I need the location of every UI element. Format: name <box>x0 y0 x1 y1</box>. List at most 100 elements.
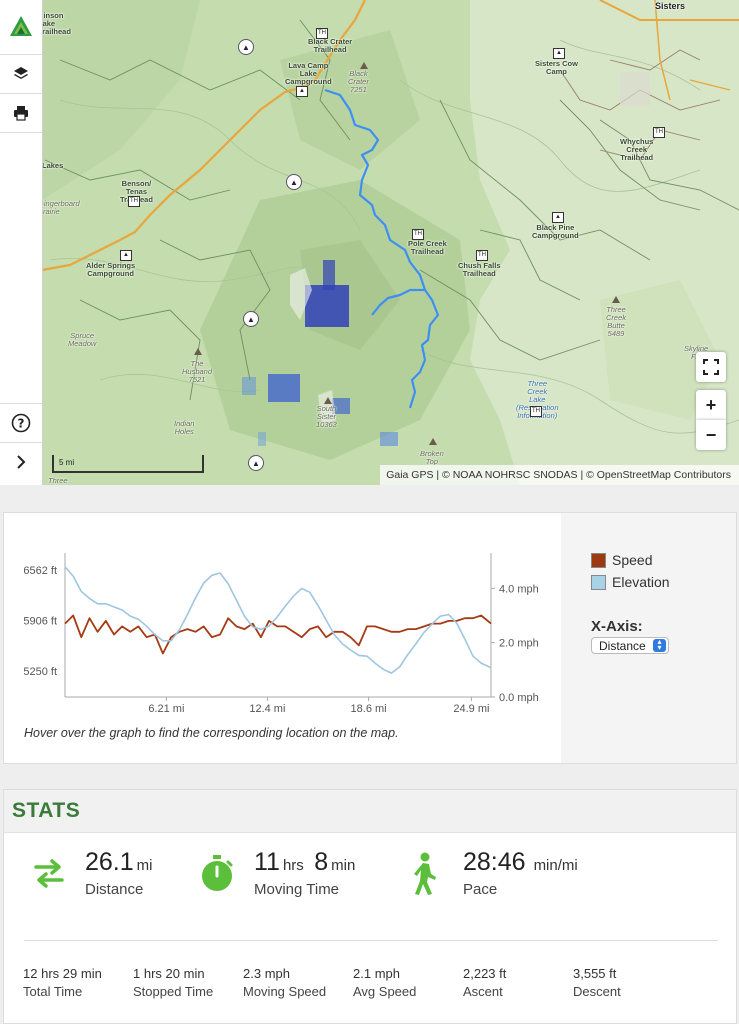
map-label-three-creek-butte: Three Creek Butte 5489 <box>606 305 627 338</box>
stat-value: 3,555 <box>573 966 606 981</box>
stat-value: 12 <box>23 966 38 981</box>
stat-unit-2: min <box>183 966 205 981</box>
stat-label: Distance <box>85 881 144 898</box>
stat-label: Avg Speed <box>353 984 417 999</box>
legend-elevation[interactable]: Elevation <box>591 574 670 590</box>
map-view[interactable]: Sisters Binson Lake Trailhead Black Crat… <box>0 0 739 485</box>
map-label-south-sister: South Sister 10363 <box>316 404 337 429</box>
campground-icon[interactable]: ▲ <box>296 86 308 97</box>
fullscreen-button[interactable] <box>696 352 726 382</box>
zoom-out-button[interactable]: − <box>696 420 726 450</box>
map-label-broken-top: Broken Top <box>420 449 444 466</box>
campground-icon[interactable]: ▲ <box>552 212 564 223</box>
minus-icon: − <box>705 424 717 445</box>
stat-avg-speed: 2.1 mph Avg Speed <box>353 966 416 999</box>
trailhead-icon[interactable]: TH <box>412 229 424 240</box>
campground-icon[interactable]: ▲ <box>553 48 565 59</box>
map-label-black-pine: Black Pine Campground <box>532 223 579 240</box>
fullscreen-icon <box>703 359 719 375</box>
print-icon <box>14 106 28 121</box>
stat-unit: ft <box>499 966 507 981</box>
map-label-lakes: Lakes <box>42 161 64 170</box>
elevation-speed-chart[interactable]: 6.21 mi 12.4 mi 18.6 mi 24.9 mi 6562 ft 5906 … <box>4 538 559 738</box>
stat-moving-time: 11 hrs 8 min Moving Time <box>254 848 355 898</box>
stat-pace: 28:46 min/mi Pace <box>463 848 578 898</box>
campground-icon[interactable]: ▲ <box>120 250 132 261</box>
stat-unit: min/mi <box>533 857 578 874</box>
map-terrain <box>0 0 739 485</box>
stat-descent: 3,555 ft Descent <box>573 966 621 999</box>
trailhead-icon[interactable]: TH <box>653 127 665 138</box>
legend-speed[interactable]: Speed <box>591 552 652 568</box>
stat-unit: ft <box>609 966 617 981</box>
trailhead-marker[interactable]: ▲ <box>286 174 302 190</box>
stat-unit: mi <box>136 857 153 874</box>
peak-icon <box>612 296 620 303</box>
x-axis-select[interactable]: Distance ▴ ▾ <box>591 637 669 654</box>
stat-value-2: 29 <box>62 966 78 981</box>
map-label-whychus-creek: Whychus Creek Trailhead <box>620 137 654 162</box>
x-tick-label: 18.6 mi <box>351 703 387 715</box>
x-tick-label: 12.4 mi <box>249 703 285 715</box>
stat-value: 26.1 <box>85 848 134 876</box>
gaia-logo-icon <box>10 16 32 36</box>
stat-unit: mph <box>264 966 290 981</box>
map-label-sisters-cow-camp: Sisters Cow Camp <box>535 59 578 76</box>
stat-unit: hrs <box>143 966 162 981</box>
peak-icon <box>324 397 332 404</box>
layers-button[interactable] <box>0 55 42 94</box>
map-toolbar: ? <box>0 0 43 485</box>
trailhead-icon[interactable]: TH <box>476 250 488 261</box>
peak-icon <box>194 348 202 355</box>
trailhead-icon[interactable]: TH <box>316 28 328 39</box>
trailhead-icon[interactable]: TH <box>530 406 542 417</box>
swap-arrows-icon <box>32 856 66 895</box>
stat-label: Pace <box>463 881 498 898</box>
legend-speed-label: Speed <box>612 552 653 568</box>
stat-moving-speed: 2.3 mph Moving Speed <box>243 966 326 999</box>
stat-value: 11 <box>254 848 280 876</box>
chart-hint: Hover over the graph to find the corresp… <box>24 726 399 740</box>
trailhead-icon[interactable]: TH <box>128 196 140 207</box>
stat-value-2: 8 <box>314 848 329 876</box>
map-label-sisters: Sisters <box>655 1 686 11</box>
print-button[interactable] <box>0 94 42 133</box>
stat-label: Moving Time <box>254 881 340 898</box>
peak-icon <box>429 438 437 445</box>
stopwatch-icon <box>199 854 235 897</box>
stat-unit: hrs <box>282 857 304 874</box>
expand-panel-button[interactable] <box>0 442 42 481</box>
y-left-tick-label: 5906 ft <box>23 615 57 627</box>
trailhead-marker[interactable]: ▲ <box>243 311 259 327</box>
map-label-black-crater: Black Crater 7251 <box>348 69 369 94</box>
map-label-three: Three <box>48 476 68 485</box>
plus-icon: + <box>705 394 717 415</box>
legend-elevation-swatch <box>591 574 606 590</box>
stat-value: 28:46 <box>463 848 526 876</box>
stat-unit: mph <box>374 966 400 981</box>
stat-ascent: 2,223 ft Ascent <box>463 966 506 999</box>
map-label-black-crater-trailhead: Black Crater Trailhead <box>308 37 353 54</box>
gaia-logo-button[interactable] <box>0 0 42 55</box>
scale-bar: 5 mi <box>52 455 204 473</box>
y-right-tick-label: 2.0 mph <box>499 638 539 650</box>
trailhead-marker[interactable]: ▲ <box>238 39 254 55</box>
stats-header: STATS <box>4 790 736 833</box>
stats-divider <box>24 940 718 941</box>
stats-panel: STATS 26.1 mi Distance 11 hrs 8 min Moving … <box>3 789 737 1024</box>
stat-unit-2: min <box>331 857 356 874</box>
series-line-elevation <box>64 566 492 674</box>
stat-distance: 26.1 mi Distance <box>85 848 153 898</box>
y-left-tick-label: 5250 ft <box>23 666 57 678</box>
chevron-right-icon <box>17 455 26 469</box>
y-right-tick-label: 4.0 mph <box>499 583 539 595</box>
peak-icon <box>360 62 368 69</box>
trailhead-marker[interactable]: ▲ <box>248 455 264 471</box>
zoom-in-button[interactable]: + <box>696 390 726 420</box>
layers-icon <box>14 67 28 79</box>
legend-elevation-label: Elevation <box>612 574 670 590</box>
x-axis-select-value: Distance <box>599 639 646 653</box>
map-label-pole-creek: Pole Creek Trailhead <box>408 239 447 256</box>
y-left-tick-label: 6562 ft <box>23 565 57 577</box>
help-button[interactable]: ? <box>0 403 42 442</box>
